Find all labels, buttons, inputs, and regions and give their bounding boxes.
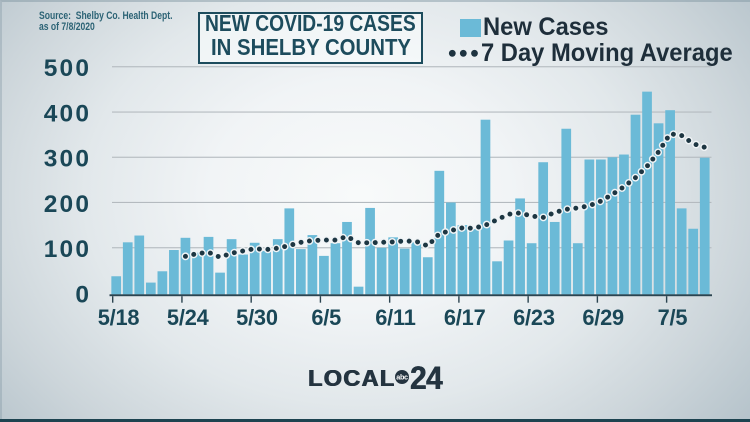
svg-text:6/23: 6/23	[513, 305, 555, 330]
svg-text:5/18: 5/18	[98, 305, 140, 330]
svg-text:0: 0	[75, 281, 91, 308]
svg-text:5/24: 5/24	[167, 305, 209, 330]
svg-text:6/5: 6/5	[311, 305, 341, 330]
svg-text:300: 300	[44, 146, 91, 173]
svg-text:400: 400	[44, 100, 91, 127]
svg-text:7/5: 7/5	[658, 305, 688, 330]
svg-text:200: 200	[44, 191, 91, 218]
svg-text:500: 500	[44, 55, 91, 82]
svg-text:6/29: 6/29	[582, 305, 624, 330]
svg-text:6/17: 6/17	[444, 305, 486, 330]
svg-text:abc: abc	[396, 372, 408, 381]
svg-text:6/11: 6/11	[375, 305, 415, 330]
svg-text:100: 100	[44, 236, 91, 263]
svg-text:5/30: 5/30	[236, 305, 278, 330]
